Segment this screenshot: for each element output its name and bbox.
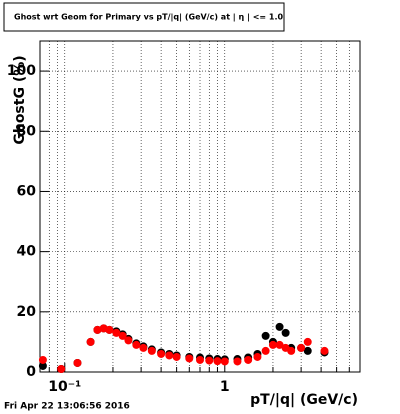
marker (38, 355, 47, 364)
marker (320, 346, 329, 355)
y-tick-label: 40 (17, 244, 37, 260)
y-tick-label: 80 (17, 123, 37, 139)
marker (93, 325, 102, 334)
marker (38, 361, 47, 370)
marker (139, 343, 148, 352)
marker (303, 346, 312, 355)
marker (213, 357, 222, 366)
marker (165, 351, 174, 360)
marker (105, 325, 114, 334)
marker (261, 346, 270, 355)
marker (244, 355, 253, 364)
marker (261, 331, 270, 340)
marker (275, 322, 284, 331)
title-box (3, 2, 285, 32)
x-tick-label: 10⁻¹ (48, 379, 81, 395)
x-tick-label: 1 (220, 379, 230, 395)
marker (268, 340, 277, 349)
marker (57, 364, 66, 373)
marker (303, 337, 312, 346)
marker (73, 358, 82, 367)
marker (112, 328, 121, 337)
marker (233, 357, 242, 366)
footer: Fri Apr 22 13:06:56 2016 (4, 402, 130, 412)
marker (172, 352, 181, 361)
marker (185, 354, 194, 363)
y-tick-label: 20 (17, 304, 37, 320)
chart-title: Ghost wrt Geom for Primary vs pT/|q| (Ge… (14, 13, 283, 22)
y-tick-label: 100 (7, 63, 36, 79)
marker (86, 337, 95, 346)
y-axis-label: GhostG (%) (12, 55, 28, 144)
x-axis-label: pT/|q| (GeV/c) (250, 392, 358, 408)
marker (147, 346, 156, 355)
marker (205, 356, 214, 365)
y-tick-label: 60 (17, 183, 37, 199)
marker (220, 357, 229, 366)
y-tick-label: 0 (26, 364, 36, 380)
marker (253, 352, 262, 361)
marker (275, 340, 284, 349)
marker (196, 355, 204, 364)
marker (297, 343, 306, 352)
marker (281, 328, 290, 337)
marker (287, 346, 296, 355)
marker (132, 340, 141, 349)
marker (118, 331, 127, 340)
marker (157, 349, 166, 358)
marker (124, 336, 133, 345)
